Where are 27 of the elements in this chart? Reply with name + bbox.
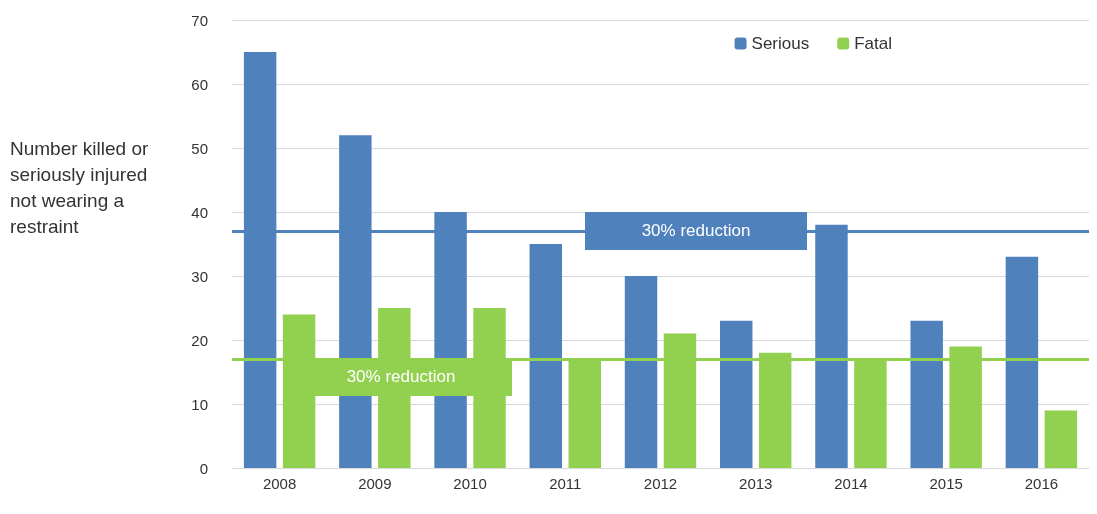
bar [529, 244, 563, 468]
bar [1005, 256, 1039, 468]
x-tick-label: 2015 [929, 475, 963, 492]
x-tick-label: 2016 [1024, 475, 1059, 492]
y-tick-label: 0 [199, 459, 208, 477]
x-tick-label: 2012 [643, 475, 678, 492]
x-tick-label: 2010 [453, 475, 487, 492]
legend-label: Serious [751, 34, 810, 53]
y-tick-label: 40 [191, 203, 208, 221]
x-tick-label: 2008 [262, 475, 297, 492]
y-tick-label: 60 [191, 75, 208, 93]
bar [720, 320, 753, 468]
x-tick-label: 2013 [739, 475, 773, 492]
y-tick-label: 10 [191, 395, 208, 413]
x-tick-label: 2014 [834, 475, 868, 492]
bar [910, 320, 943, 468]
legend-label: Fatal [854, 34, 892, 53]
x-tick-label: 2009 [358, 475, 392, 492]
y-tick-label: 30 [191, 267, 208, 285]
label-box: 30% reduction [585, 212, 807, 251]
bar [1044, 410, 1078, 468]
x-tick-label: 2011 [549, 475, 582, 492]
y-tick-label: 50 [191, 139, 208, 157]
y-axis-title: Number killed or seriously injured not wearing a restraint [10, 137, 154, 237]
y-tick-label: 20 [191, 331, 208, 349]
y-tick-label: 70 [191, 11, 208, 29]
bar [624, 276, 658, 468]
